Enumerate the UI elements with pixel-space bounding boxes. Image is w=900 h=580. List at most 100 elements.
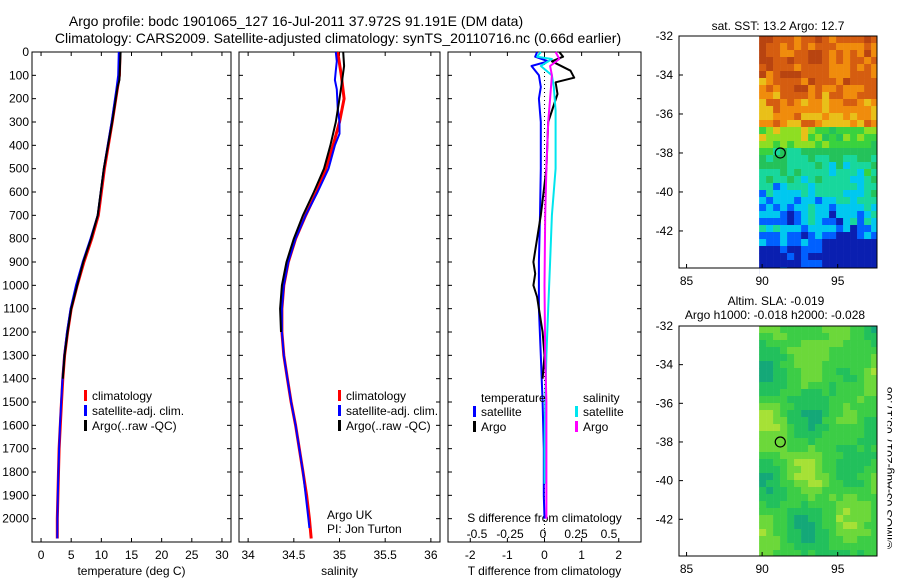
legend-swatch bbox=[338, 420, 341, 431]
heatmap-cell bbox=[794, 515, 802, 523]
heatmap-cell bbox=[857, 106, 865, 114]
heatmap-cell bbox=[766, 452, 774, 460]
heatmap-cell bbox=[759, 445, 767, 453]
heatmap-cell bbox=[871, 389, 879, 397]
heatmap-cell bbox=[773, 340, 781, 348]
heatmap-cell bbox=[864, 326, 872, 334]
heatmap-cell bbox=[766, 326, 774, 334]
heatmap-cell bbox=[808, 424, 816, 432]
heatmap-cell bbox=[773, 43, 781, 51]
heatmap-cell bbox=[829, 550, 837, 558]
heatmap-cell bbox=[843, 71, 851, 79]
heatmap-cell bbox=[766, 162, 774, 170]
heatmap-cell bbox=[829, 148, 837, 156]
heatmap-cell bbox=[829, 340, 837, 348]
heatmap-cell bbox=[808, 127, 816, 135]
heatmap-cell bbox=[787, 155, 795, 163]
heatmap-cell bbox=[801, 382, 809, 390]
heatmap-cell bbox=[871, 141, 879, 149]
heatmap-cells bbox=[759, 326, 879, 558]
heatmap-cell bbox=[766, 347, 774, 355]
heatmap-cell bbox=[822, 396, 830, 404]
heatmap-cell bbox=[864, 141, 872, 149]
legend-swatch bbox=[575, 421, 578, 432]
heatmap-cell bbox=[857, 466, 865, 474]
heatmap-cell bbox=[829, 445, 837, 453]
heatmap-cell bbox=[857, 246, 865, 254]
heatmap-cell bbox=[794, 368, 802, 376]
heatmap-cell bbox=[780, 211, 788, 219]
heatmap-cell bbox=[822, 382, 830, 390]
heatmap-cell bbox=[794, 389, 802, 397]
heatmap-cell bbox=[864, 403, 872, 411]
heatmap-cell bbox=[843, 333, 851, 341]
heatmap-cell bbox=[787, 515, 795, 523]
x-tick-label: 0 bbox=[38, 548, 45, 562]
heatmap-cell bbox=[864, 106, 872, 114]
heatmap-cell bbox=[871, 382, 879, 390]
heatmap-cell bbox=[780, 246, 788, 254]
heatmap-cell bbox=[780, 417, 788, 425]
heatmap-cell bbox=[766, 417, 774, 425]
heatmap-cell bbox=[808, 340, 816, 348]
heatmap-cell bbox=[843, 148, 851, 156]
heatmap-cell bbox=[759, 141, 767, 149]
heatmap-cell bbox=[864, 550, 872, 558]
heatmap-cell bbox=[794, 190, 802, 198]
heatmap-cell bbox=[822, 106, 830, 114]
heatmap-cell bbox=[766, 120, 774, 128]
heatmap-cell bbox=[808, 85, 816, 93]
heatmap-cell bbox=[871, 452, 879, 460]
heatmap-cell bbox=[773, 375, 781, 383]
heatmap-cell bbox=[766, 43, 774, 51]
heatmap-cell bbox=[822, 92, 830, 100]
heatmap-cell bbox=[787, 78, 795, 86]
heatmap-cell bbox=[808, 148, 816, 156]
heatmap-cell bbox=[766, 508, 774, 516]
heatmap-cell bbox=[808, 92, 816, 100]
heatmap-cell bbox=[829, 211, 837, 219]
heatmap-cell bbox=[843, 494, 851, 502]
heatmap-cell bbox=[794, 218, 802, 226]
heatmap-cell bbox=[836, 389, 844, 397]
heatmap-cell bbox=[815, 368, 823, 376]
heatmap-cell bbox=[801, 239, 809, 247]
heatmap-cell bbox=[843, 508, 851, 516]
heatmap-cell bbox=[759, 473, 767, 481]
heatmap-cell bbox=[836, 438, 844, 446]
heatmap-cell bbox=[815, 445, 823, 453]
heatmap-cell bbox=[780, 480, 788, 488]
heatmap-cell bbox=[794, 57, 802, 65]
heatmap-cell bbox=[815, 389, 823, 397]
heatmap-cell bbox=[864, 410, 872, 418]
legend-swatch bbox=[338, 390, 341, 401]
heatmap-cell bbox=[836, 246, 844, 254]
heatmap-cell bbox=[801, 92, 809, 100]
heatmap-cell bbox=[787, 529, 795, 537]
heatmap-cell bbox=[864, 99, 872, 107]
heatmap-cell bbox=[857, 197, 865, 205]
heatmap-cell bbox=[850, 57, 858, 65]
heatmap-cell bbox=[794, 64, 802, 72]
heatmap-cell bbox=[829, 382, 837, 390]
heatmap-cell bbox=[794, 176, 802, 184]
heatmap-cell bbox=[829, 260, 837, 268]
heatmap-cell bbox=[808, 438, 816, 446]
heatmap-cell bbox=[759, 183, 767, 191]
heatmap-cell bbox=[836, 550, 844, 558]
heatmap-cell bbox=[822, 218, 830, 226]
heatmap-cell bbox=[815, 543, 823, 551]
heatmap-cell bbox=[829, 480, 837, 488]
heatmap-cell bbox=[766, 543, 774, 551]
heatmap-cell bbox=[787, 368, 795, 376]
heatmap-cell bbox=[836, 176, 844, 184]
heatmap-cell bbox=[808, 480, 816, 488]
heatmap-cell bbox=[773, 190, 781, 198]
heatmap-cell bbox=[857, 78, 865, 86]
heatmap-cell bbox=[829, 64, 837, 72]
heatmap-cell bbox=[864, 494, 872, 502]
heatmap-cell bbox=[787, 424, 795, 432]
heatmap-cell bbox=[864, 522, 872, 530]
heatmap-cell bbox=[780, 473, 788, 481]
heatmap-cell bbox=[808, 508, 816, 516]
